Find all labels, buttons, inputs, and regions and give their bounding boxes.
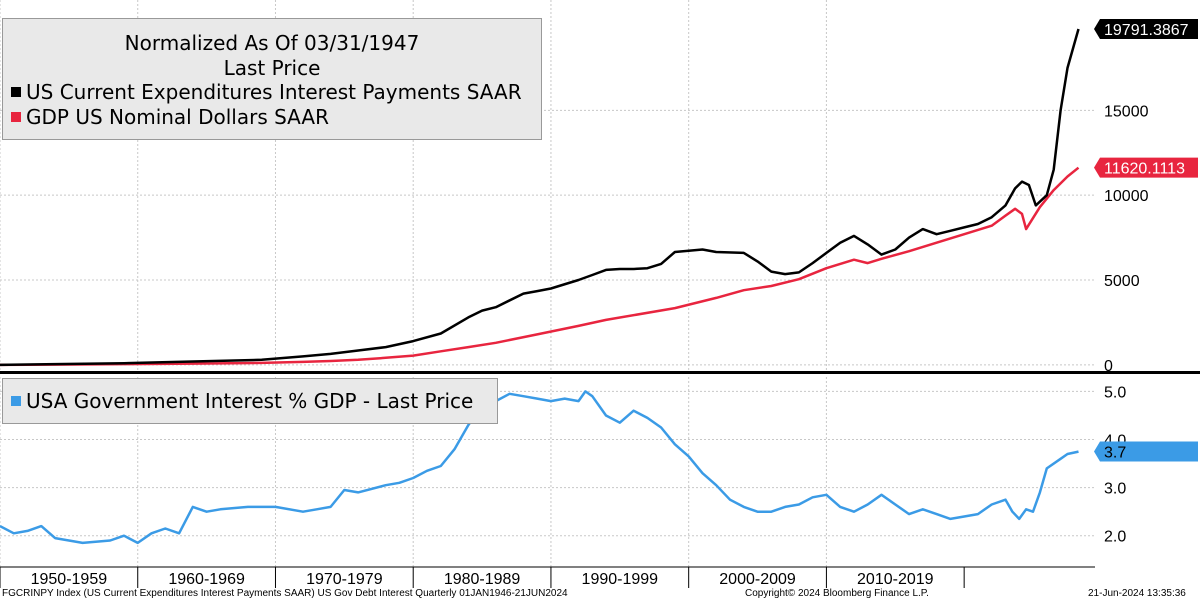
series-line-gdp — [0, 166, 1080, 367]
y-tick-label-bottom: 2.0 — [1104, 529, 1126, 546]
legend-item-gdp: GDP US Nominal Dollars SAAR — [11, 105, 329, 129]
x-tick-label: 1990-1999 — [582, 571, 659, 588]
bottom-legend: USA Government Interest % GDP - Last Pri… — [2, 378, 498, 424]
last-value-tag-gdp: 11620.1113 — [1104, 161, 1185, 178]
blue-swatch-icon — [11, 396, 21, 406]
last-value-tag-interest: 19791.3867 — [1104, 22, 1189, 39]
x-tick-label: 2010-2019 — [857, 571, 934, 588]
red-swatch-icon — [11, 112, 21, 122]
series-line-interest-payments — [0, 28, 1080, 367]
legend-item-interest: US Current Expenditures Interest Payment… — [11, 80, 522, 104]
top-legend: Normalized As Of 03/31/1947 Last Price U… — [2, 18, 542, 140]
last-value-tag-interest-bg — [1094, 18, 1198, 39]
x-tick-label: 1970-1979 — [306, 571, 383, 588]
x-tick-label: 2000-2009 — [719, 571, 796, 588]
top-chart-subtitle: Last Price — [223, 56, 321, 80]
y-tick-label-top: 10000 — [1104, 188, 1149, 205]
y-tick-label-top: 5000 — [1104, 273, 1140, 290]
footer-copyright: Copyright© 2024 Bloomberg Finance L.P. — [745, 588, 929, 599]
legend-item-interest-gdp: USA Government Interest % GDP - Last Pri… — [11, 389, 473, 413]
black-swatch-icon — [11, 87, 21, 97]
y-tick-label-bottom: 5.0 — [1104, 384, 1126, 401]
y-tick-label-top: 15000 — [1104, 103, 1149, 120]
series-line-interest-pct-gdp — [0, 390, 1079, 545]
x-tick-label: 1980-1989 — [444, 571, 521, 588]
y-tick-label-bottom: 3.0 — [1104, 481, 1126, 498]
last-value-tag-pct-bg — [1094, 441, 1198, 462]
footer-timestamp: 21-Jun-2024 13:35:36 — [1088, 588, 1186, 599]
pane-separator — [0, 371, 1200, 374]
top-chart-title: Normalized As Of 03/31/1947 — [124, 31, 420, 55]
footer-source: FGCRINPY Index (US Current Expenditures … — [2, 588, 568, 599]
x-tick-label: 1950-1959 — [31, 571, 108, 588]
x-tick-label: 1960-1969 — [168, 571, 245, 588]
y-tick-label-top: 0 — [1104, 358, 1113, 375]
last-value-tag-pct: 3.7 — [1104, 445, 1126, 462]
last-value-tag-gdp-bg — [1094, 157, 1198, 178]
